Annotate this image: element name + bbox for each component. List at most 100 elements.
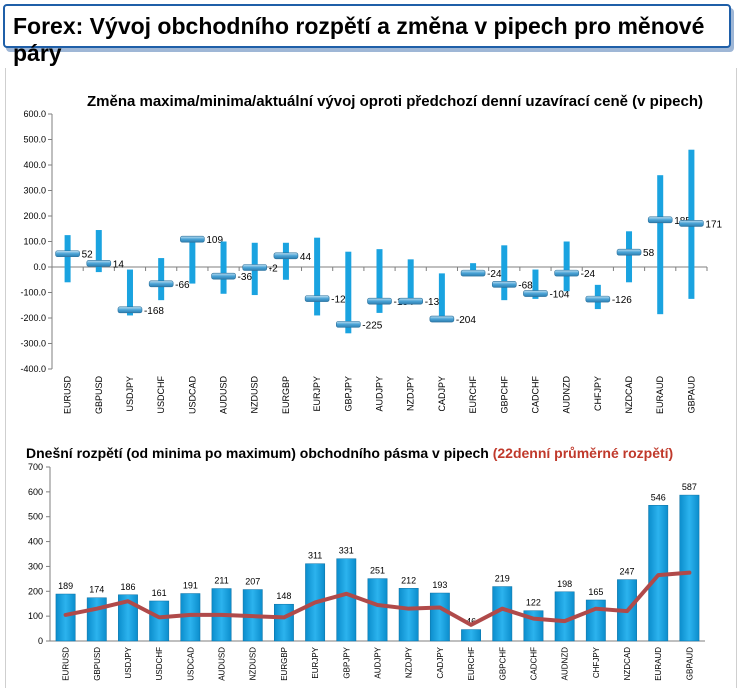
chart2-category-label: USDCAD bbox=[186, 647, 195, 681]
chart2-category-label: NZDUSD bbox=[249, 647, 258, 681]
chart1-range-bar bbox=[563, 241, 570, 292]
chart2-category-label: AUDNZD bbox=[561, 647, 570, 681]
chart2-category-label: CADJPY bbox=[436, 646, 445, 678]
chart1-current-marker bbox=[398, 297, 423, 305]
chart1-y-tick-label: 200.0 bbox=[23, 211, 46, 221]
chart1-value-label: -68 bbox=[518, 280, 533, 291]
chart1-range-bar bbox=[189, 238, 196, 284]
chart2-category-label: USDJPY bbox=[124, 646, 133, 678]
chart1-range-bar bbox=[282, 242, 289, 280]
chart2-value-label: 174 bbox=[89, 585, 104, 595]
chart1-range-bar bbox=[470, 263, 477, 275]
chart1-current-marker bbox=[304, 295, 330, 302]
chart1-value-label: 58 bbox=[643, 248, 655, 259]
chart1-current-marker bbox=[336, 321, 361, 328]
chart2-value-label: 587 bbox=[682, 482, 697, 492]
chart2-bar bbox=[149, 600, 170, 642]
chart2-value-label: 193 bbox=[432, 580, 447, 590]
chart2-value-label: 186 bbox=[120, 582, 135, 592]
chart2-y-tick-label: 200 bbox=[28, 586, 43, 596]
chart2-bar bbox=[367, 578, 388, 642]
chart1-value-label: 52 bbox=[82, 250, 94, 261]
chart2-value-label: 122 bbox=[526, 598, 541, 608]
chart2-category-label: NZDJPY bbox=[405, 646, 414, 678]
chart1-value-label: 14 bbox=[113, 259, 125, 270]
chart2-bar bbox=[336, 558, 357, 642]
chart2-value-label: 247 bbox=[620, 567, 635, 577]
chart1-current-marker bbox=[679, 220, 704, 227]
chart2-value-label: 331 bbox=[339, 546, 354, 556]
chart1-category-label: CHFJPY bbox=[593, 376, 603, 411]
chart1-category-label: EURCHF bbox=[468, 375, 478, 413]
chart2-value-label: 191 bbox=[183, 581, 198, 591]
chart1-current-marker bbox=[273, 252, 299, 260]
chart1-y-tick-label: 300.0 bbox=[23, 186, 46, 196]
chart2-y-tick-label: 600 bbox=[28, 487, 43, 497]
chart1-category-label: EURUSD bbox=[63, 376, 73, 415]
chart1-range-bar bbox=[407, 259, 414, 303]
chart1-category-label: GBPUSD bbox=[94, 376, 104, 415]
chart2-category-label: NZDCAD bbox=[623, 647, 632, 681]
chart2-y-tick-label: 0 bbox=[38, 636, 43, 646]
chart1-value-label: -126 bbox=[612, 295, 632, 306]
chart2-category-label: CADCHF bbox=[529, 647, 538, 680]
chart1-value-label: -104 bbox=[549, 290, 569, 301]
chart1-current-marker bbox=[460, 269, 486, 277]
chart2-bar bbox=[429, 592, 450, 642]
chart1-current-marker bbox=[647, 216, 673, 224]
chart1-y-tick-label: 0.0 bbox=[33, 262, 46, 272]
chart1-category-label: AUDNZD bbox=[562, 376, 572, 414]
chart1-value-label: -66 bbox=[175, 280, 190, 291]
chart2-value-label: 161 bbox=[152, 588, 167, 598]
chart1-current-marker bbox=[585, 295, 611, 303]
chart1-current-marker bbox=[523, 290, 548, 297]
chart1-category-label: EURAUD bbox=[655, 376, 665, 415]
chart2-avg-line bbox=[63, 570, 692, 627]
chart1-range-bar bbox=[657, 175, 664, 315]
chart2-value-label: 219 bbox=[495, 574, 510, 584]
chart1-category-label: EURJPY bbox=[312, 376, 322, 412]
chart1-category-label: NZDCAD bbox=[624, 376, 634, 414]
chart2-category-label: EURGBP bbox=[280, 647, 289, 681]
chart2-category-label: GBPCHF bbox=[498, 647, 507, 680]
chart2-category-label: EURUSD bbox=[62, 647, 71, 681]
chart2-value-label: 46 bbox=[466, 617, 476, 627]
chart1-y-tick-label: 100.0 bbox=[23, 237, 46, 247]
chart1-y-tick-label: 400.0 bbox=[23, 160, 46, 170]
chart1-value-label: 171 bbox=[705, 219, 722, 230]
chart2-value-label: 546 bbox=[651, 492, 666, 502]
chart1-y-tick-label: 500.0 bbox=[23, 135, 46, 145]
chart1-category-label: USDJPY bbox=[125, 376, 135, 412]
chart1-y-tick-label: 600.0 bbox=[23, 109, 46, 119]
chart2-category-label: GBPAUD bbox=[685, 647, 694, 680]
chart1-current-marker bbox=[242, 264, 268, 271]
chart2-y-tick-label: 700 bbox=[28, 462, 43, 472]
chart2-value-label: 189 bbox=[58, 581, 73, 591]
chart2-y-tick-label: 500 bbox=[28, 512, 43, 522]
chart2-category-label: USDCHF bbox=[155, 647, 164, 680]
chart1-current-marker bbox=[211, 272, 236, 280]
chart2-bar bbox=[274, 603, 294, 642]
chart1-range-bar bbox=[126, 269, 133, 316]
chart1-value-label: -134 bbox=[425, 297, 445, 308]
chart1-current-marker bbox=[55, 250, 80, 258]
chart2-value-label: 211 bbox=[214, 576, 228, 586]
chart1-current-marker bbox=[148, 280, 174, 288]
chart1-current-marker bbox=[554, 269, 579, 277]
chart1-range-bar bbox=[626, 231, 633, 283]
chart1-category-label: GBPCHF bbox=[499, 376, 509, 414]
chart2-bar bbox=[55, 593, 76, 642]
chart1-category-label: USDCHF bbox=[156, 375, 166, 413]
chart1-category-label: USDCAD bbox=[187, 376, 197, 415]
chart2-value-label: 165 bbox=[588, 587, 603, 597]
chart1-category-label: NZDJPY bbox=[406, 376, 416, 411]
chart2-bar bbox=[461, 629, 481, 642]
chart1-y-tick-label: -300.0 bbox=[20, 339, 46, 349]
chart1-current-marker bbox=[491, 281, 517, 288]
chart2-category-label: GBPUSD bbox=[93, 647, 102, 681]
chart2-category-label: AUDUSD bbox=[218, 647, 227, 681]
chart1-range-bar bbox=[501, 245, 508, 301]
chart1-range-bar bbox=[158, 258, 165, 301]
chart2-category-label: GBPJPY bbox=[342, 646, 351, 678]
chart1-y-tick-label: -100.0 bbox=[20, 288, 46, 298]
